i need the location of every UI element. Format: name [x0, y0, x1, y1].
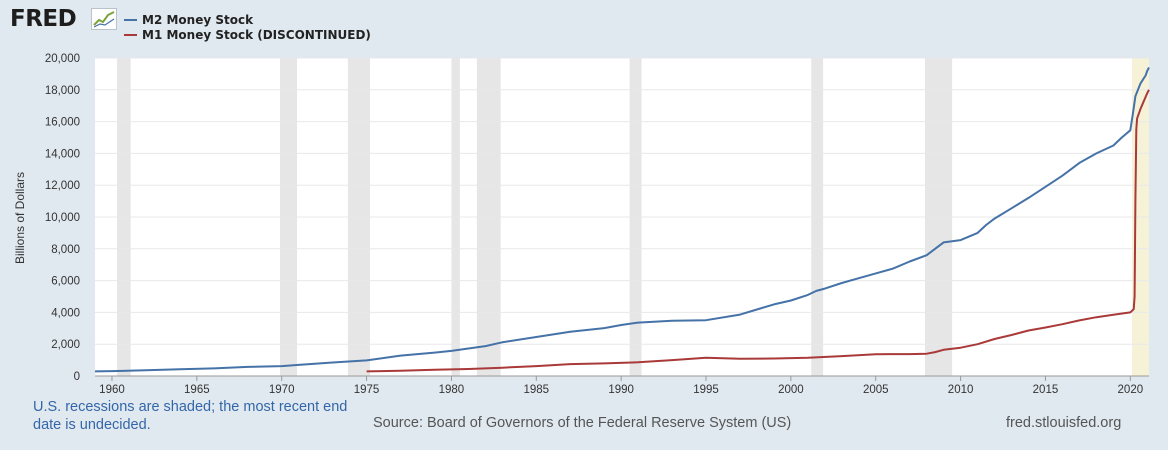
y-tick-label: 6,000	[51, 276, 80, 288]
x-tick-label: 1985	[523, 384, 549, 396]
x-axis: 1960 1965 1970 1975 1980 1985 1990 1995 2000 2005…	[95, 375, 1149, 396]
y-tick-label: 0	[74, 371, 80, 383]
chart-legend: M2 Money Stock M1 Money Stock (DISCONTIN…	[124, 12, 371, 42]
x-tick-label: 1960	[99, 384, 125, 396]
source-credit: Source: Board of Governors of the Federa…	[373, 415, 792, 431]
line-chart-icon	[91, 8, 117, 30]
y-tick-label: 12,000	[45, 180, 80, 192]
legend-swatch-m2	[124, 18, 137, 21]
fred-url-link[interactable]: fred.stlouisfed.org	[1006, 415, 1122, 431]
fred-logo[interactable]: FRED	[10, 6, 77, 32]
x-tick-label: 1980	[439, 384, 465, 396]
y-tick-label: 4,000	[51, 307, 80, 319]
x-tick-label: 1965	[184, 384, 210, 396]
x-tick-label: 1975	[354, 384, 380, 396]
y-tick-label: 10,000	[45, 212, 80, 224]
y-tick-label: 20,000	[45, 53, 80, 65]
x-tick-label: 2005	[863, 384, 889, 396]
recession-note: U.S. recessions are shaded; the most rec…	[33, 399, 348, 433]
x-tick-label: 1995	[693, 384, 719, 396]
legend-label-m2: M2 Money Stock	[142, 12, 254, 27]
gridlines	[95, 57, 1149, 345]
x-tick-label: 2010	[948, 384, 974, 396]
y-tick-label: 18,000	[45, 85, 80, 97]
y-tick-label: 8,000	[51, 244, 80, 256]
legend-swatch-m1	[124, 33, 137, 36]
data-series	[94, 67, 1150, 373]
y-tick-label: 2,000	[51, 339, 80, 351]
x-tick-label: 2000	[778, 384, 804, 396]
legend-label-m1: M1 Money Stock (DISCONTINUED)	[142, 27, 371, 42]
chart-header: FRED M2 Money Stock M1 Money Stock (DISC…	[0, 0, 1168, 50]
x-tick-label: 2020	[1118, 384, 1144, 396]
x-tick-label: 1970	[269, 384, 295, 396]
y-axis: 0 2,000 4,000 6,000 8,000 10,000 12,000 14,000 1…	[45, 53, 80, 383]
y-axis-label: Billions of Dollars	[13, 172, 27, 264]
line-chart: 0 2,000 4,000 6,000 8,000 10,000 12,000 14,000 1…	[13, 53, 1150, 396]
x-tick-label: 2015	[1033, 384, 1059, 396]
series-line-m1[interactable]	[366, 89, 1150, 373]
y-tick-label: 16,000	[45, 117, 80, 129]
legend-item-m1[interactable]: M1 Money Stock (DISCONTINUED)	[124, 27, 371, 42]
series-line-m2[interactable]	[94, 67, 1150, 373]
x-tick-label: 1990	[608, 384, 634, 396]
y-tick-label: 14,000	[45, 148, 80, 160]
legend-item-m2[interactable]: M2 Money Stock	[124, 12, 371, 27]
